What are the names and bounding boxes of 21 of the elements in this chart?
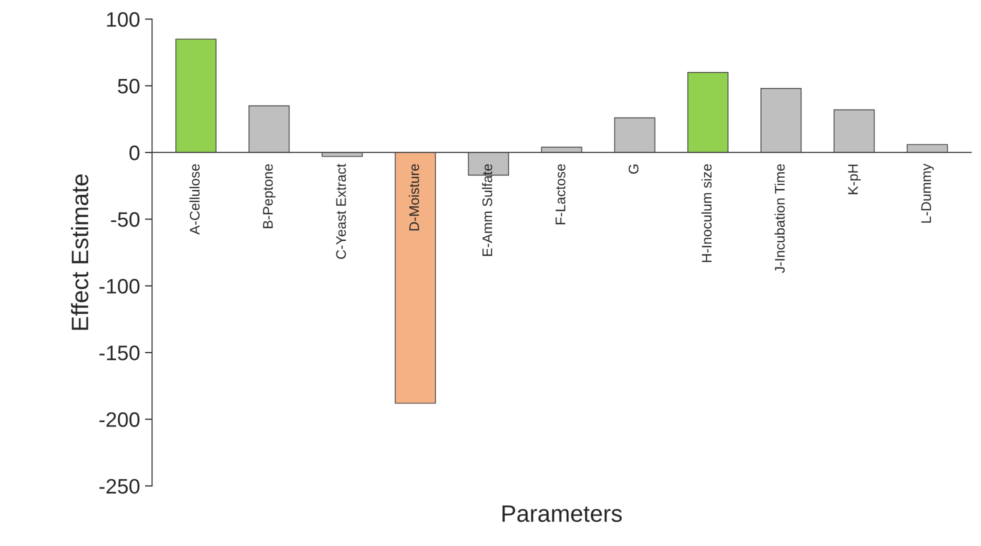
y-tick-label: 100 — [107, 12, 140, 27]
y-tick-label: -150 — [99, 346, 140, 360]
x-axis-title: Parameters — [502, 505, 622, 522]
y-tick-label: -250 — [99, 478, 140, 494]
x-tick-label: C-Yeast Extract — [336, 164, 346, 259]
y-tick-label: -200 — [99, 412, 140, 428]
y-tick-label: -100 — [99, 278, 140, 294]
y-axis-title: Effect Estimate — [70, 174, 88, 330]
x-tick-label: E-Amm Sulfate — [482, 164, 492, 256]
y-tick-label: -50 — [111, 212, 140, 227]
x-tick-label: A-Cellulose — [189, 164, 200, 235]
x-tick-label: G — [628, 164, 638, 174]
y-tick-label: 0 — [129, 145, 140, 160]
x-tick-label: D-Moisture — [408, 164, 420, 230]
x-tick-label: H-Inoculum size — [701, 164, 712, 262]
x-tick-label: K-pH — [848, 164, 861, 194]
y-tick-label: 50 — [118, 78, 140, 94]
x-tick-label: J-Incubation Time — [774, 164, 785, 273]
x-tick-label: L-Dummy — [921, 164, 934, 223]
x-tick-label: F-Lactose — [556, 164, 566, 224]
x-tick-label: B-Peptone — [263, 164, 276, 228]
